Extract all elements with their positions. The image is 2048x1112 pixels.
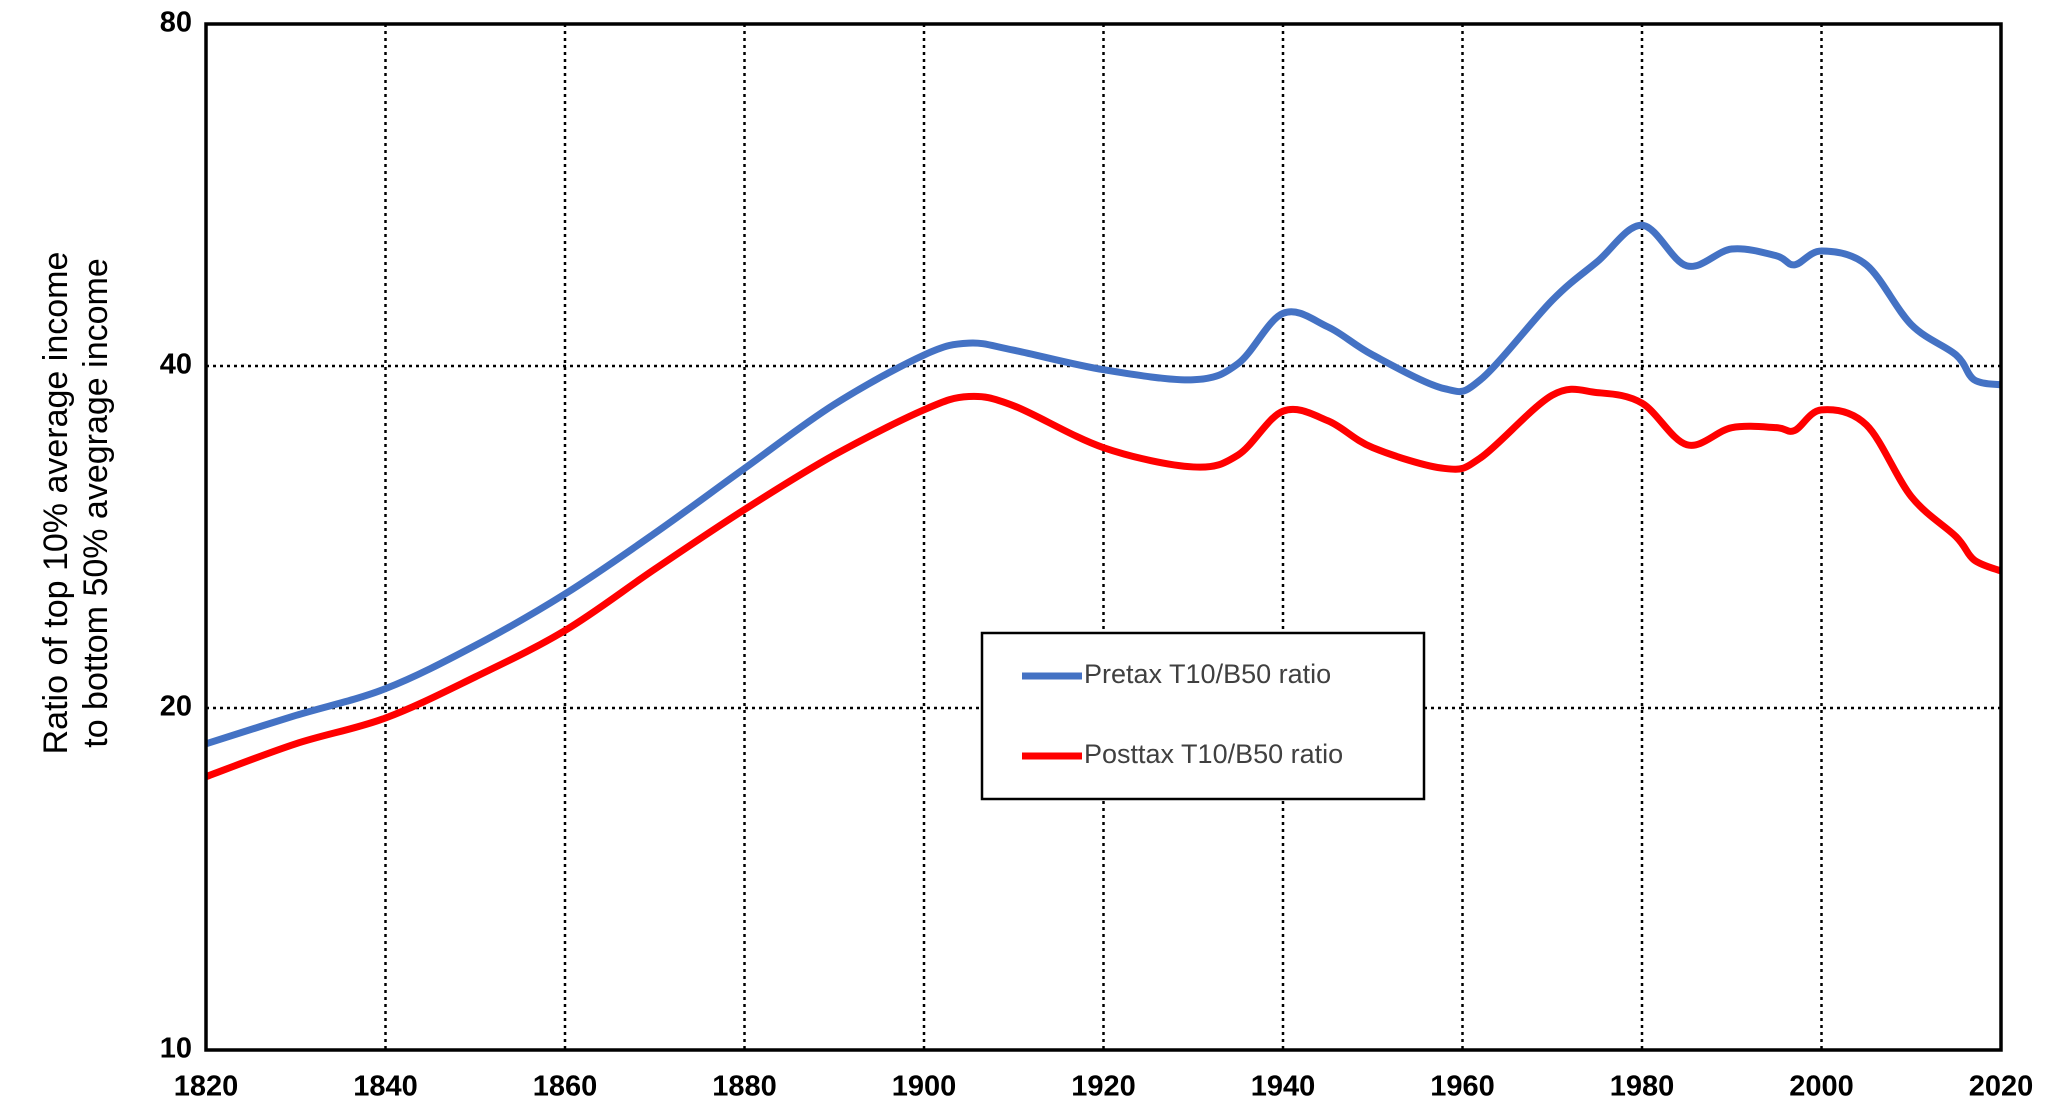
y-axis-label-line: to bottom 50% avegrage income — [77, 258, 115, 748]
y-tick-label: 80 — [160, 7, 192, 39]
x-tick-label: 1900 — [892, 1071, 957, 1103]
x-tick-label: 1840 — [353, 1071, 418, 1103]
x-tick-label: 1820 — [174, 1071, 239, 1103]
x-tick-label: 1980 — [1610, 1071, 1675, 1103]
legend-label: Pretax T10/B50 ratio — [1084, 659, 1331, 689]
x-tick-label: 1940 — [1251, 1071, 1316, 1103]
legend: Pretax T10/B50 ratio Posttax T10/B50 rati… — [980, 631, 1426, 801]
x-tick-label: 2020 — [1969, 1071, 2034, 1103]
legend-label: Posttax T10/B50 ratio — [1084, 739, 1343, 769]
x-tick-label: 1880 — [712, 1071, 777, 1103]
x-tick-label: 1960 — [1430, 1071, 1495, 1103]
y-tick-label: 40 — [160, 349, 192, 381]
x-tick-label: 2000 — [1789, 1071, 1854, 1103]
plot-frame — [204, 22, 2003, 1052]
x-tick-label: 1860 — [533, 1071, 598, 1103]
legend-box — [980, 631, 1426, 801]
series-line — [204, 221, 2002, 748]
series-line — [204, 385, 2003, 780]
x-tick-label: 1920 — [1071, 1071, 1136, 1103]
y-tick-label: 10 — [160, 1033, 192, 1065]
y-axis-label-line: Ratio of top 10% average income — [37, 252, 75, 755]
y-axis-label: Ratio of top 10% average income to botto… — [37, 252, 115, 755]
y-tick-label: 20 — [160, 691, 192, 723]
